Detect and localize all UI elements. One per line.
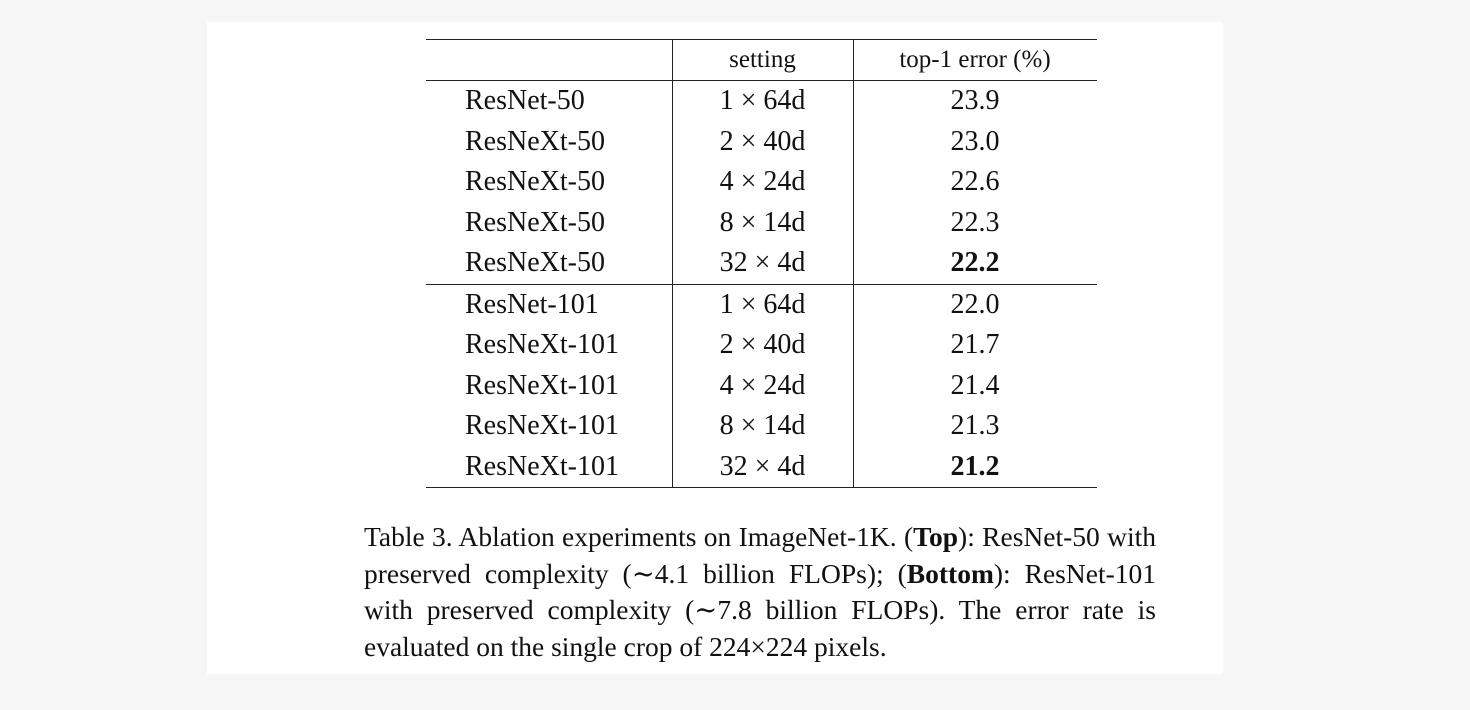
cell-setting: 1 × 64d [671, 284, 853, 325]
cell-model: ResNeXt-101 [426, 446, 672, 488]
cell-setting: 32 × 4d [671, 446, 853, 488]
cell-model: ResNeXt-101 [465, 329, 619, 361]
table-row: ResNeXt-50 2 × 40d 23.0 [426, 121, 1097, 162]
cell-model: ResNeXt-50 [465, 125, 605, 157]
cell-error: 22.3 [852, 202, 1097, 243]
table-caption: Table 3. Ablation experiments on ImageNe… [364, 519, 1156, 665]
header-setting: setting [671, 39, 853, 81]
paper-page: setting top-1 error (%) ResNet-50 1 × 64… [207, 22, 1223, 674]
cell-setting: 1 × 64d [671, 80, 853, 122]
table-header-row: setting top-1 error (%) [426, 39, 1097, 81]
cell-model: ResNeXt-101 [465, 410, 619, 442]
caption-bold-bottom: Bottom [906, 557, 994, 589]
cell-error-best: 21.2 [852, 446, 1097, 488]
table-row: ResNeXt-50 32 × 4d 22.2 [426, 243, 1097, 285]
cell-model: ResNeXt-50 [465, 206, 605, 238]
table-row: ResNet-50 1 × 64d 23.9 [426, 80, 1097, 122]
table-row: ResNeXt-50 4 × 24d 22.6 [426, 162, 1097, 203]
table-row: ResNeXt-101 2 × 40d 21.7 [426, 325, 1097, 366]
cell-setting: 8 × 14d [671, 406, 853, 447]
table-row: ResNeXt-101 8 × 14d 21.3 [426, 406, 1097, 447]
results-table-container: setting top-1 error (%) ResNet-50 1 × 64… [426, 39, 1097, 488]
cell-setting: 4 × 24d [671, 162, 853, 203]
cell-setting: 2 × 40d [671, 121, 853, 162]
caption-bold-top: Top [913, 521, 959, 552]
cell-error: 21.3 [852, 406, 1097, 447]
cell-model: ResNeXt-50 [465, 166, 605, 198]
cell-error: 22.6 [852, 162, 1097, 203]
cell-error: 22.0 [852, 284, 1097, 325]
cell-model: ResNeXt-101 [465, 369, 619, 401]
header-model [426, 40, 672, 81]
table-group-top: ResNet-50 1 × 64d 23.9 ResNeXt-50 2 × 40… [426, 80, 1097, 285]
cell-setting: 4 × 24d [671, 365, 853, 406]
table-row: ResNet-101 1 × 64d 22.0 [426, 284, 1097, 325]
table-row: ResNeXt-101 32 × 4d 21.2 [426, 446, 1097, 488]
table-row: ResNeXt-101 4 × 24d 21.4 [426, 365, 1097, 406]
cell-error: 21.7 [852, 325, 1097, 366]
caption-text: ): ResNet-50 with preserved complexity (… [364, 521, 1157, 589]
cell-error: 23.9 [852, 80, 1097, 122]
table-group-bottom: ResNet-101 1 × 64d 22.0 ResNeXt-101 2 × … [426, 284, 1097, 488]
header-error: top-1 error (%) [852, 39, 1097, 81]
caption-text: Table 3. Ablation experiments on ImageNe… [364, 521, 914, 552]
table-row: ResNeXt-50 8 × 14d 22.3 [426, 202, 1097, 243]
cell-setting: 32 × 4d [671, 243, 853, 285]
caption-text: ): ResNet-101 with preserved complexity … [364, 557, 1156, 662]
cell-error-best: 22.2 [852, 243, 1097, 285]
cell-model: ResNet-101 [465, 288, 599, 320]
cell-model: ResNet-50 [465, 85, 585, 117]
cell-error: 21.4 [852, 365, 1097, 406]
cell-setting: 8 × 14d [671, 202, 853, 243]
cell-model: ResNeXt-50 [426, 243, 672, 285]
cell-error: 23.0 [852, 121, 1097, 162]
results-table: setting top-1 error (%) ResNet-50 1 × 64… [426, 39, 1097, 488]
cell-setting: 2 × 40d [671, 325, 853, 366]
